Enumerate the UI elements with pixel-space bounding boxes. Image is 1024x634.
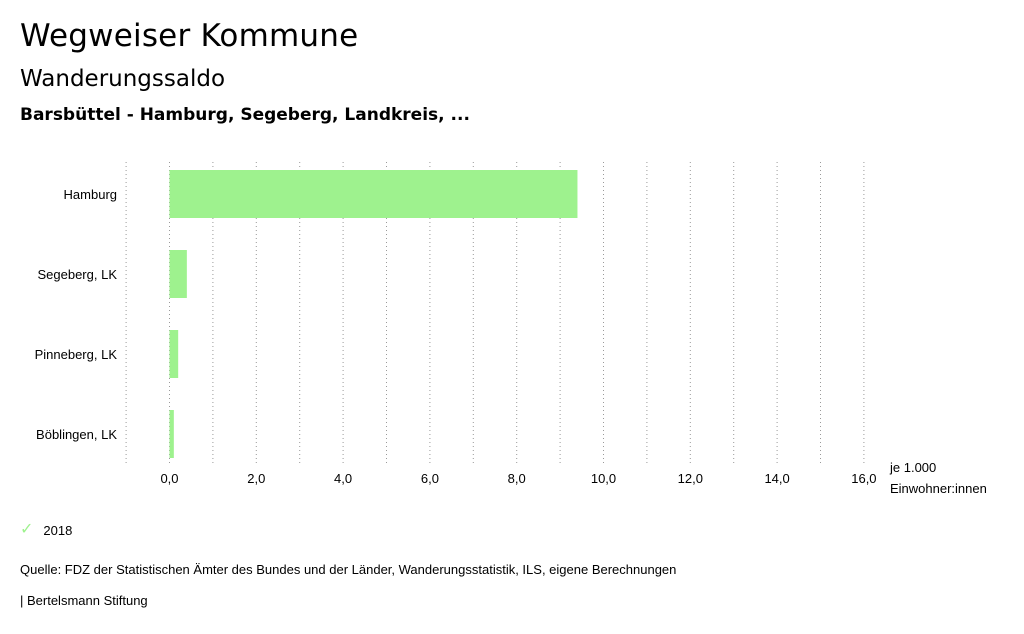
- legend-label: 2018: [43, 522, 73, 538]
- bar[interactable]: [169, 250, 187, 298]
- x-tick-label: 16,0: [851, 471, 876, 486]
- category-label: Hamburg: [64, 187, 117, 202]
- source-note: Quelle: FDZ der Statistischen Ämter des …: [20, 562, 677, 577]
- brand-label: | Bertelsmann Stiftung: [20, 593, 148, 608]
- region-label: Barsbüttel - Hamburg, Segeberg, Landkrei…: [20, 105, 470, 125]
- bar[interactable]: [169, 170, 578, 218]
- x-tick-label: 2,0: [247, 471, 265, 486]
- category-labels: Hamburg Segeberg, LK Pinneberg, LK Böblinge…: [35, 187, 118, 442]
- category-label: Pinneberg, LK: [35, 347, 118, 362]
- category-label: Segeberg, LK: [37, 267, 117, 282]
- check-icon: ✓: [20, 521, 34, 538]
- x-tick-label: 6,0: [421, 471, 439, 486]
- bar[interactable]: [169, 330, 179, 378]
- unit-label-line2: Einwohner:innen: [890, 481, 987, 496]
- page-title: Wegweiser Kommune: [20, 18, 359, 54]
- x-tick-label: 10,0: [591, 471, 616, 486]
- bars: [169, 170, 578, 458]
- category-label: Böblingen, LK: [36, 427, 117, 442]
- x-tick-label: 0,0: [160, 471, 178, 486]
- bar[interactable]: [169, 410, 174, 458]
- x-tick-label: 8,0: [508, 471, 526, 486]
- chart-subtitle: Wanderungssaldo: [20, 66, 226, 92]
- x-tick-label: 14,0: [764, 471, 789, 486]
- legend[interactable]: ✓ 2018: [20, 522, 72, 538]
- unit-label-line1: je 1.000: [889, 460, 936, 475]
- x-tick-label: 12,0: [678, 471, 703, 486]
- x-tick-label: 4,0: [334, 471, 352, 486]
- tick-labels: 0,0 2,0 4,0 6,0 8,0 10,0 12,0 14,0 16,0: [160, 471, 876, 486]
